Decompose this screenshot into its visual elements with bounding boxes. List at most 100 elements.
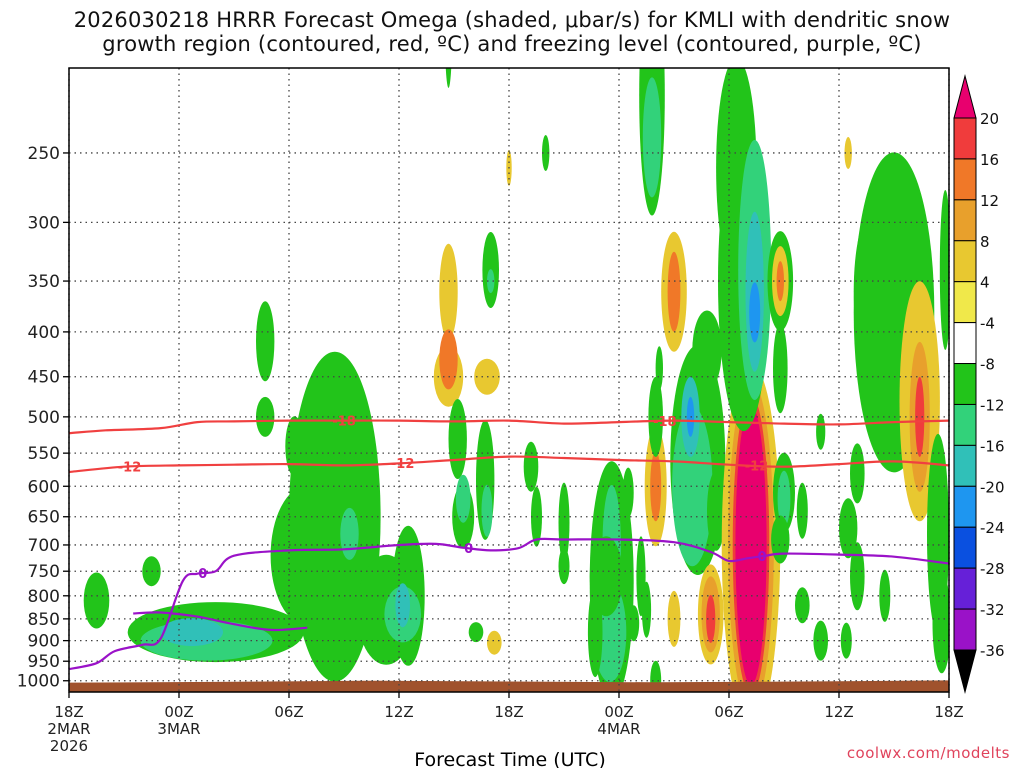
colorbar-label: -28 [980, 560, 1005, 578]
y-tick-label: 900 [28, 632, 60, 652]
dgz-minus18-contour-label: -18 [332, 415, 356, 430]
freezing-level-fragment [133, 611, 308, 632]
colorbar-segment [953, 363, 977, 405]
omega-region [160, 618, 223, 647]
omega-region [395, 583, 411, 628]
omega-region [839, 498, 858, 559]
terrain-fill [69, 680, 949, 692]
dgz-minus12-contour-label: -12 [118, 461, 142, 476]
x-tick-label: 12Z [384, 703, 413, 721]
x-tick-label: 18Z [54, 703, 83, 721]
y-tick-label: 450 [28, 368, 60, 388]
omega-region [445, 68, 452, 88]
omega-region [587, 587, 603, 678]
colorbar-label: -36 [980, 642, 1005, 660]
omega-region [850, 443, 865, 504]
dgz-minus12-contour-label: -12 [391, 457, 415, 472]
chart-title-line1: 2026030218 HRRR Forecast Omega (shaded, … [73, 8, 951, 32]
omega-region [439, 329, 458, 390]
omega-region [777, 470, 791, 527]
colorbar-label: -4 [980, 315, 995, 333]
colorbar-label: -16 [980, 437, 1005, 455]
omega-region [487, 630, 502, 655]
omega-region [340, 507, 359, 560]
omega-region [558, 548, 570, 585]
credit-text: coolwx.com/modelts [846, 744, 1010, 762]
omega-region [648, 376, 663, 457]
omega-region [672, 406, 713, 567]
omega-region [915, 376, 925, 457]
omega-region [448, 399, 467, 479]
omega-region [439, 243, 458, 340]
colorbar-label: 16 [980, 151, 999, 169]
y-tick-label: 600 [28, 477, 60, 497]
omega-region [795, 587, 810, 624]
colorbar-segment [953, 567, 977, 610]
omega-region [773, 323, 788, 414]
x-tick-label: 00Z [604, 703, 633, 721]
omega-region [749, 282, 761, 343]
colorbar-label: -32 [980, 601, 1005, 619]
y-tick-label: 800 [28, 587, 60, 607]
y-tick-label: 750 [28, 562, 60, 582]
x-tick-label: 18Z [934, 703, 963, 721]
colorbar-top-arrow [953, 74, 977, 119]
colorbar: 20 16 12 8 4 -4 -8 -12 -16 -20 -24 -28 -32 -36 [953, 74, 1005, 694]
x-tick-label: 06Z [274, 703, 303, 721]
colorbar-segment [953, 526, 977, 569]
omega-region [481, 484, 493, 537]
freezing-level-contour-label: 0 [464, 542, 473, 557]
omega-region [816, 413, 826, 450]
colorbar-segment [953, 117, 977, 160]
omega-region [932, 573, 949, 674]
omega-region [776, 261, 784, 302]
colorbar-label: -24 [980, 519, 1005, 537]
omega-region [641, 581, 652, 638]
colorbar-segment [953, 403, 977, 446]
axes: 2503003504004505005506006507007508008509… [17, 67, 964, 755]
colorbar-bottom-arrow [953, 649, 977, 694]
x-tick-sublabel: 4MAR [597, 720, 640, 738]
dgz-minus12-contour-label: -12 [745, 460, 769, 475]
y-tick-label: 400 [28, 323, 60, 343]
omega-region [707, 470, 726, 551]
colorbar-label: -8 [980, 356, 995, 374]
freezing-level-contour-label: 0 [757, 550, 766, 565]
y-tick-label: 250 [28, 144, 60, 164]
colorbar-label: 4 [980, 274, 990, 292]
omega-region [655, 346, 663, 391]
omega-region [813, 620, 828, 661]
omega-region [455, 474, 471, 523]
omega-region [256, 396, 275, 437]
colorbar-label: 20 [980, 110, 999, 128]
y-tick-label: 500 [28, 408, 60, 428]
freezing-level-contour-line [69, 537, 949, 671]
y-tick-label: 300 [28, 213, 60, 233]
omega-region [667, 251, 681, 332]
omega-region [650, 451, 662, 522]
dgz-minus18-contour-line [69, 419, 949, 435]
omega-region [542, 135, 550, 171]
dgz-minus12-contour-line [69, 455, 949, 474]
colorbar-segment [953, 444, 977, 487]
colorbar-segment [953, 322, 977, 365]
omega-region [622, 467, 634, 518]
omega-region [558, 482, 570, 563]
y-tick-label: 950 [28, 652, 60, 672]
x-tick-label: 18Z [494, 703, 523, 721]
omega-region [844, 137, 852, 169]
x-tick-label: 00Z [164, 703, 193, 721]
x-tick-sublabel: 2026 [50, 737, 88, 755]
omega-region [83, 572, 110, 629]
omega-region [771, 515, 790, 564]
y-tick-label: 1000 [17, 672, 60, 692]
x-tick-sublabel: 2MAR [47, 720, 90, 738]
omega-region [939, 190, 949, 350]
omega-region [256, 301, 275, 382]
omega-region [840, 622, 852, 659]
colorbar-label: -20 [980, 478, 1005, 496]
freezing-level-contour-label: 0 [198, 567, 207, 582]
gridlines [68, 68, 950, 692]
colorbar-segment [953, 608, 977, 651]
